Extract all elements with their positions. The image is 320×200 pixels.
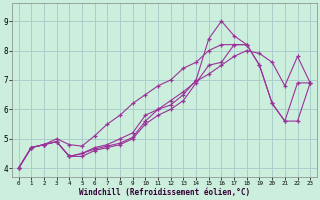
X-axis label: Windchill (Refroidissement éolien,°C): Windchill (Refroidissement éolien,°C) xyxy=(79,188,250,197)
